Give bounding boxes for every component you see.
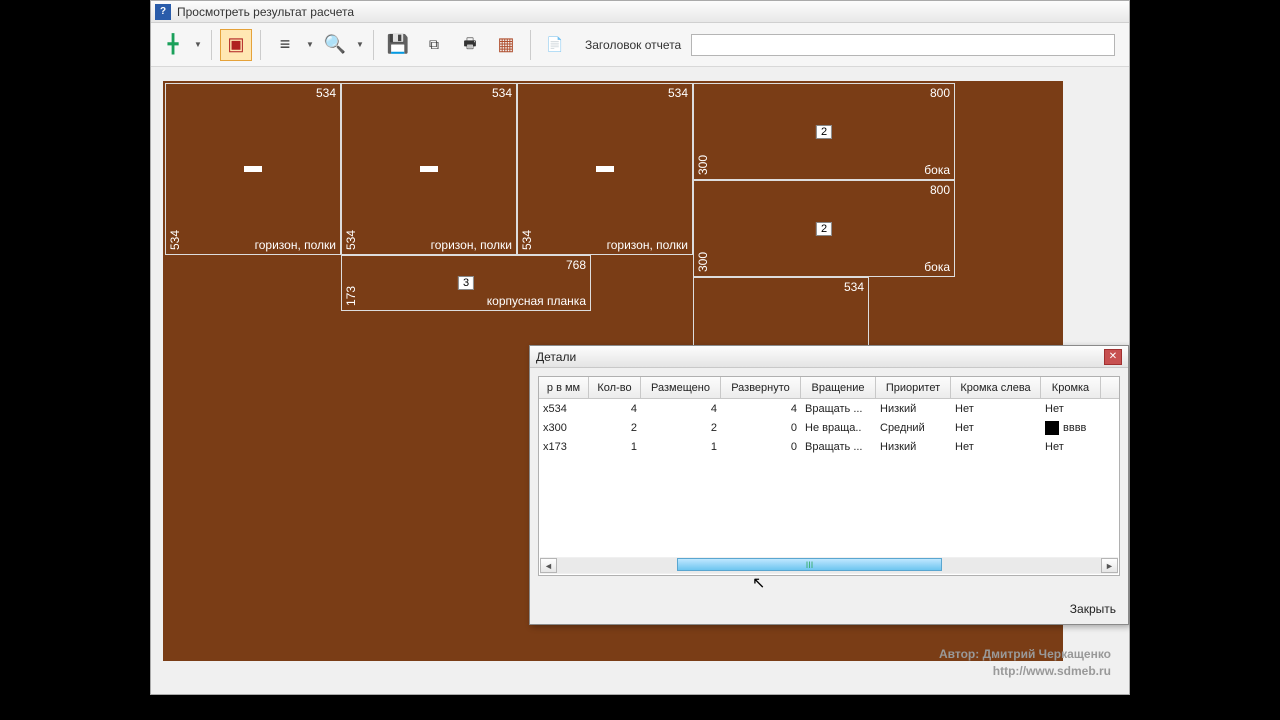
cut-panel[interactable]: 768173корпусная планка3 — [341, 255, 591, 311]
column-header[interactable]: Кромка слева — [951, 377, 1041, 398]
column-header[interactable]: Приоритет — [876, 377, 951, 398]
scroll-thumb[interactable]: III — [677, 558, 942, 571]
list-icon[interactable]: ≡ — [269, 29, 301, 61]
column-header[interactable]: Кол-во — [589, 377, 641, 398]
cut-panel[interactable]: 534534горизон, полки — [341, 83, 517, 255]
grid-body: x534444Вращать ...НизкийНетНетx300220Не … — [539, 399, 1119, 456]
cut-panel[interactable]: 800300бока2 — [693, 180, 955, 277]
separator — [260, 30, 261, 60]
save-icon[interactable]: 💾 — [382, 29, 414, 61]
close-icon[interactable]: ✕ — [1104, 349, 1122, 365]
cut-panel[interactable]: 534534горизон, полки — [165, 83, 341, 255]
author-text: Автор: Дмитрий Черкащенко — [939, 646, 1111, 663]
details-dialog: Детали ✕ р в ммКол-воРазмещеноРазвернуто… — [529, 345, 1129, 625]
ruler-icon[interactable]: ╋ — [157, 29, 189, 61]
separator — [211, 30, 212, 60]
report-title-input[interactable] — [691, 34, 1115, 56]
details-grid: р в ммКол-воРазмещеноРазвернутоВращениеП… — [538, 376, 1120, 576]
separator — [373, 30, 374, 60]
dialog-title: Детали — [536, 350, 576, 364]
table-row[interactable]: x534444Вращать ...НизкийНетНет — [539, 399, 1119, 418]
column-header[interactable]: Размещено — [641, 377, 721, 398]
dialog-titlebar: Детали ✕ — [530, 346, 1128, 368]
window-title: Просмотреть результат расчета — [177, 5, 354, 19]
column-header[interactable]: р в мм — [539, 377, 589, 398]
app-icon: ? — [155, 4, 171, 20]
scroll-left-icon[interactable]: ◄ — [540, 558, 557, 573]
scroll-right-icon[interactable]: ► — [1101, 558, 1118, 573]
column-header[interactable]: Вращение — [801, 377, 876, 398]
separator — [530, 30, 531, 60]
dropdown-icon[interactable]: ▼ — [355, 40, 365, 49]
titlebar: ? Просмотреть результат расчета — [151, 1, 1129, 23]
close-button[interactable]: Закрыть — [1070, 602, 1116, 616]
zoom-icon[interactable]: 🔍 — [319, 29, 351, 61]
layers-icon[interactable]: ▣ — [220, 29, 252, 61]
toolbar: ╋ ▼ ▣ ≡ ▼ 🔍 ▼ 💾 ⧉ 🖶 ▦ 📄 Заголовок отчета — [151, 23, 1129, 67]
url-text: http://www.sdmeb.ru — [939, 663, 1111, 680]
table-row[interactable]: x300220Не враща..СреднийНетвввв — [539, 418, 1119, 437]
scroll-track[interactable]: III — [557, 558, 1101, 573]
column-header[interactable]: Развернуто — [721, 377, 801, 398]
horizontal-scrollbar[interactable]: ◄ III ► — [540, 557, 1118, 574]
dropdown-icon[interactable]: ▼ — [193, 40, 203, 49]
table-row[interactable]: x173110Вращать ...НизкийНетНет — [539, 437, 1119, 456]
dropdown-icon[interactable]: ▼ — [305, 40, 315, 49]
print-icon[interactable]: 🖶 — [454, 29, 486, 61]
column-header[interactable]: Кромка — [1041, 377, 1101, 398]
cut-panel[interactable]: 800300бока2 — [693, 83, 955, 180]
app-window: ? Просмотреть результат расчета ╋ ▼ ▣ ≡ ▼ … — [150, 0, 1130, 695]
export-icon[interactable]: 📄 — [539, 29, 571, 61]
grid-header: р в ммКол-воРазмещеноРазвернутоВращениеП… — [539, 377, 1119, 399]
cut-panel[interactable]: 534534горизон, полки — [517, 83, 693, 255]
copy-icon[interactable]: ⧉ — [418, 29, 450, 61]
credits: Автор: Дмитрий Черкащенко http://www.sdm… — [939, 646, 1111, 680]
report-title-label: Заголовок отчета — [585, 38, 681, 52]
grid-icon[interactable]: ▦ — [490, 29, 522, 61]
